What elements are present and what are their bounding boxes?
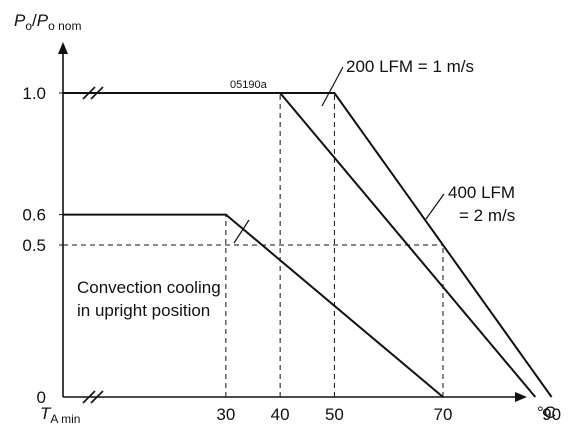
- curve-convection: [63, 213, 444, 398]
- annotation-200lfm: 200 LFM = 1 m/s: [346, 57, 474, 76]
- x-tick-label-40: 40: [271, 405, 290, 424]
- leader-400lfm: [425, 193, 445, 220]
- annotation-400lfm-line2: = 2 m/s: [459, 206, 515, 225]
- x-tick-label-90: 90: [542, 405, 561, 424]
- y-tick-label-0: 0: [37, 388, 46, 407]
- annotation-convection-line2: in upright position: [77, 301, 210, 320]
- y-axis-arrow: [58, 42, 68, 54]
- annotation-400lfm-line1: 400 LFM: [448, 183, 515, 202]
- x-axis-arrow: [515, 392, 527, 402]
- y-tick-label-0_5: 0.5: [22, 236, 46, 255]
- leader-200lfm: [321, 66, 344, 107]
- y-axis-label: Po/Po nom: [14, 11, 81, 33]
- x-tick-label-30: 30: [216, 405, 235, 424]
- leader-convection: [233, 219, 250, 244]
- curve-400lfm: [63, 92, 553, 398]
- y-level-break-mark: [82, 86, 104, 100]
- annotation-convection-line1: Convection cooling: [77, 278, 221, 297]
- plot-layer: 30 40 50 70 90 0 0.5 0.6 1.0: [22, 42, 561, 424]
- y-tick-label-1: 1.0: [22, 84, 46, 103]
- x-axis-break-mark: [82, 390, 104, 404]
- x-tick-label-50: 50: [325, 405, 344, 424]
- y-tick-label-0_6: 0.6: [22, 206, 46, 225]
- x-axis-label: TA min: [40, 404, 80, 426]
- x-axis-unit: °C: [537, 403, 556, 422]
- reference-code: 05190a: [230, 79, 268, 91]
- x-tick-label-70: 70: [434, 405, 453, 424]
